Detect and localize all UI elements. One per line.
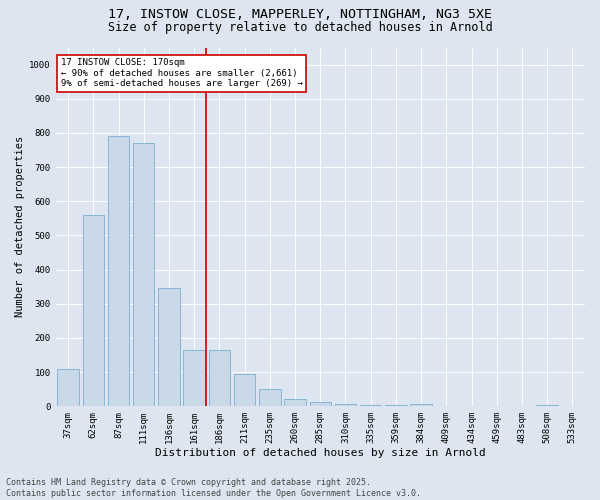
Bar <box>284 400 306 406</box>
X-axis label: Distribution of detached houses by size in Arnold: Distribution of detached houses by size … <box>155 448 485 458</box>
Text: Size of property relative to detached houses in Arnold: Size of property relative to detached ho… <box>107 21 493 34</box>
Bar <box>259 389 281 406</box>
Bar <box>385 405 407 406</box>
Bar <box>335 404 356 406</box>
Bar <box>83 215 104 406</box>
Bar <box>360 405 382 406</box>
Text: 17, INSTOW CLOSE, MAPPERLEY, NOTTINGHAM, NG3 5XE: 17, INSTOW CLOSE, MAPPERLEY, NOTTINGHAM,… <box>108 8 492 20</box>
Text: Contains HM Land Registry data © Crown copyright and database right 2025.
Contai: Contains HM Land Registry data © Crown c… <box>6 478 421 498</box>
Bar <box>133 143 154 406</box>
Bar <box>184 350 205 406</box>
Bar <box>536 404 558 406</box>
Text: 17 INSTOW CLOSE: 170sqm
← 90% of detached houses are smaller (2,661)
9% of semi-: 17 INSTOW CLOSE: 170sqm ← 90% of detache… <box>61 58 302 88</box>
Bar <box>209 350 230 406</box>
Bar <box>108 136 129 406</box>
Bar <box>410 404 432 406</box>
Bar <box>58 368 79 406</box>
Bar <box>310 402 331 406</box>
Bar <box>158 288 180 406</box>
Bar <box>234 374 256 406</box>
Y-axis label: Number of detached properties: Number of detached properties <box>15 136 25 318</box>
